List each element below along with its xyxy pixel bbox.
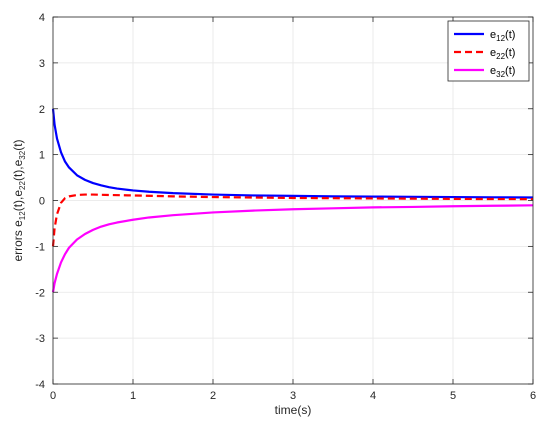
legend: e12(t) e22(t) e32(t) [447, 20, 530, 82]
legend-label: e12(t) [490, 29, 515, 43]
y-tick-label: 0 [39, 196, 45, 208]
x-tick-label: 2 [210, 390, 216, 402]
legend-label: e22(t) [490, 47, 515, 61]
y-tick-label: 2 [39, 104, 45, 116]
axis-ticks [52, 16, 534, 385]
x-tick-label: 5 [450, 390, 456, 402]
series-line-e22t [51, 193, 534, 247]
y-tick-label: -1 [35, 241, 45, 253]
y-axis-title-prefix: errors e [11, 220, 25, 262]
x-tick-label: 6 [530, 390, 536, 402]
x-axis-title: time(s) [275, 403, 312, 417]
series-lines [51, 108, 534, 293]
y-axis-title: errors e12(t),e22(t),e32(t) [11, 139, 27, 261]
x-tick-label: 3 [290, 390, 296, 402]
x-tick-label: 0 [50, 390, 56, 402]
y-tick-label: 3 [39, 58, 45, 70]
y-tick-label: -3 [35, 333, 45, 345]
y-axis-title-base: e [11, 159, 25, 166]
y-axis-title-suffix: (t) [11, 139, 25, 150]
x-tick-label: 1 [130, 390, 136, 402]
tick-labels: 0 1 2 3 4 5 6 -4 -3 -2 -1 0 1 2 3 4 [35, 12, 536, 402]
y-axis-title-suffix: (t), [11, 166, 25, 181]
series-line-e12t [51, 108, 534, 199]
y-tick-label: 4 [39, 12, 45, 24]
y-axis-title-base: e [11, 190, 25, 197]
y-tick-label: -2 [35, 287, 45, 299]
y-tick-label: 1 [39, 150, 45, 162]
series-line-e32t [51, 204, 534, 293]
y-axis-title-subscript: 22 [18, 180, 27, 189]
y-axis-title-suffix: (t), [11, 197, 25, 212]
y-tick-label: -4 [35, 379, 45, 391]
legend-label: e32(t) [490, 65, 515, 79]
y-axis-title-subscript: 12 [18, 211, 27, 220]
x-tick-label: 4 [370, 390, 376, 402]
y-axis-title-subscript: 32 [18, 150, 27, 159]
